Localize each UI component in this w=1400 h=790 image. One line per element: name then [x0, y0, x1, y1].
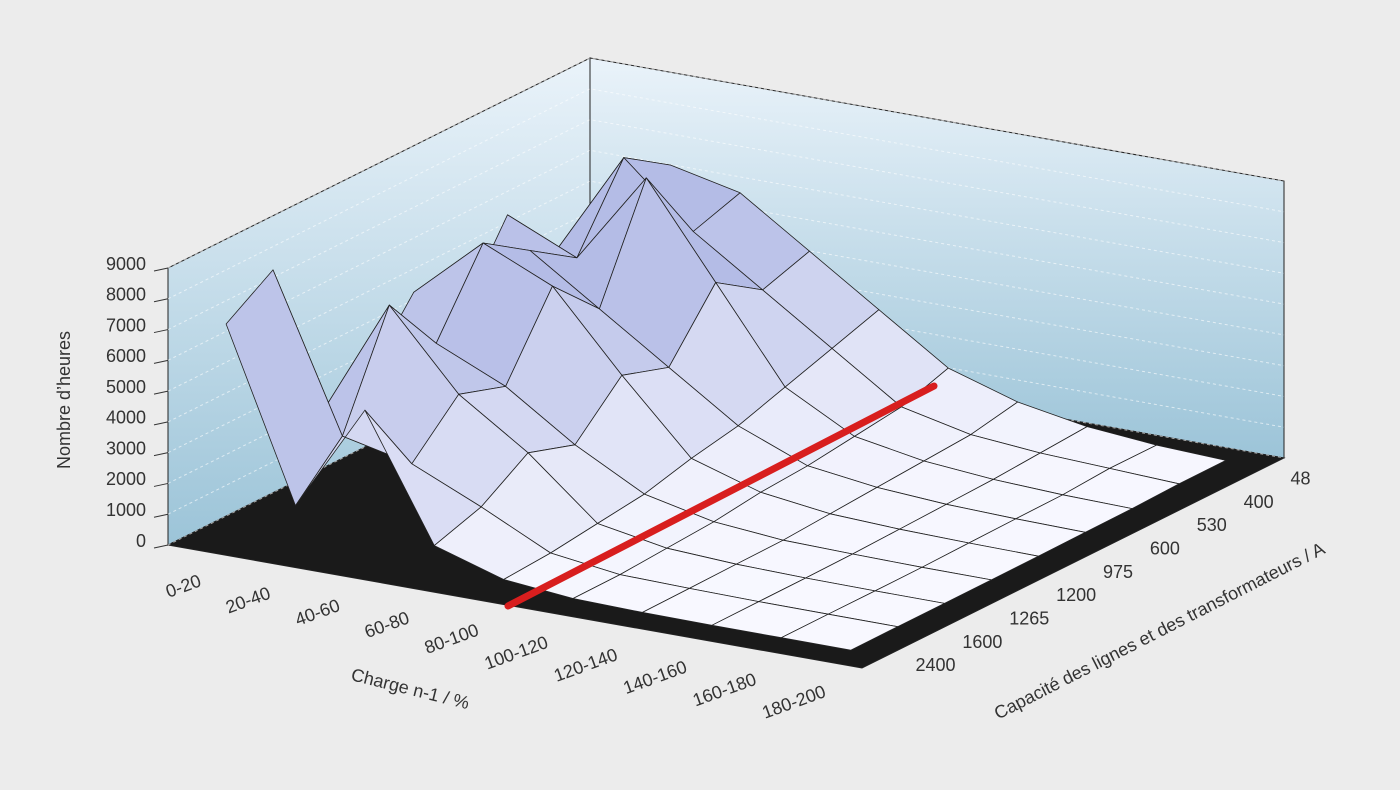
x-tick-label: 160-180	[690, 669, 759, 710]
z-tick	[153, 359, 169, 364]
z-tick-label: 7000	[106, 315, 146, 335]
x-tick-label: 40-60	[292, 595, 342, 630]
x-tick-label: 100-120	[482, 632, 551, 673]
z-tick	[153, 298, 169, 303]
y-tick-label: 1265	[1009, 608, 1049, 628]
z-tick-label: 3000	[106, 438, 146, 458]
y-tick-label: 400	[1244, 492, 1274, 512]
grid-line	[167, 149, 1285, 361]
z-tick	[153, 421, 169, 426]
surface	[225, 157, 1227, 651]
x-tick-label: 120-140	[551, 644, 620, 685]
z-axis-title: Nombre d’heures	[54, 331, 74, 469]
z-tick	[153, 452, 169, 457]
grid-line	[167, 180, 1285, 392]
z-tick-label: 4000	[106, 408, 146, 428]
y-tick-label: 2400	[915, 655, 955, 675]
y-tick-label: 600	[1150, 538, 1180, 558]
x-tick-label: 180-200	[759, 681, 828, 722]
z-tick	[153, 329, 169, 334]
z-tick-label: 5000	[106, 377, 146, 397]
x-tick-label: 80-100	[422, 620, 482, 658]
z-tick-label: 6000	[106, 346, 146, 366]
y-tick-label: 1600	[962, 632, 1002, 652]
surface-cell	[780, 613, 898, 651]
z-tick-label: 0	[136, 531, 146, 551]
y-tick-label: 975	[1103, 562, 1133, 582]
x-axis-title: Charge n-1 / %	[349, 664, 471, 713]
threshold-line	[504, 382, 938, 610]
x-tick-label: 140-160	[621, 657, 690, 698]
grid-line	[167, 57, 1285, 269]
z-tick-label: 9000	[106, 254, 146, 274]
y-tick-label: 48	[1291, 468, 1311, 488]
z-tick	[153, 482, 169, 487]
z-tick-label: 8000	[106, 285, 146, 305]
x-tick-label: 20-40	[223, 583, 273, 618]
z-tick	[153, 390, 169, 395]
grid-line	[167, 88, 1285, 300]
x-tick-label: 0-20	[163, 571, 204, 602]
y-tick-label: 1200	[1056, 585, 1096, 605]
y-tick-label: 530	[1197, 515, 1227, 535]
z-tick	[153, 513, 169, 518]
grid-line	[167, 119, 1285, 331]
z-tick-label: 1000	[106, 500, 146, 520]
x-tick-label: 60-80	[362, 607, 412, 642]
z-tick-label: 2000	[106, 469, 146, 489]
grid-line	[167, 211, 1285, 423]
z-tick	[153, 267, 169, 272]
z-tick	[153, 544, 169, 549]
